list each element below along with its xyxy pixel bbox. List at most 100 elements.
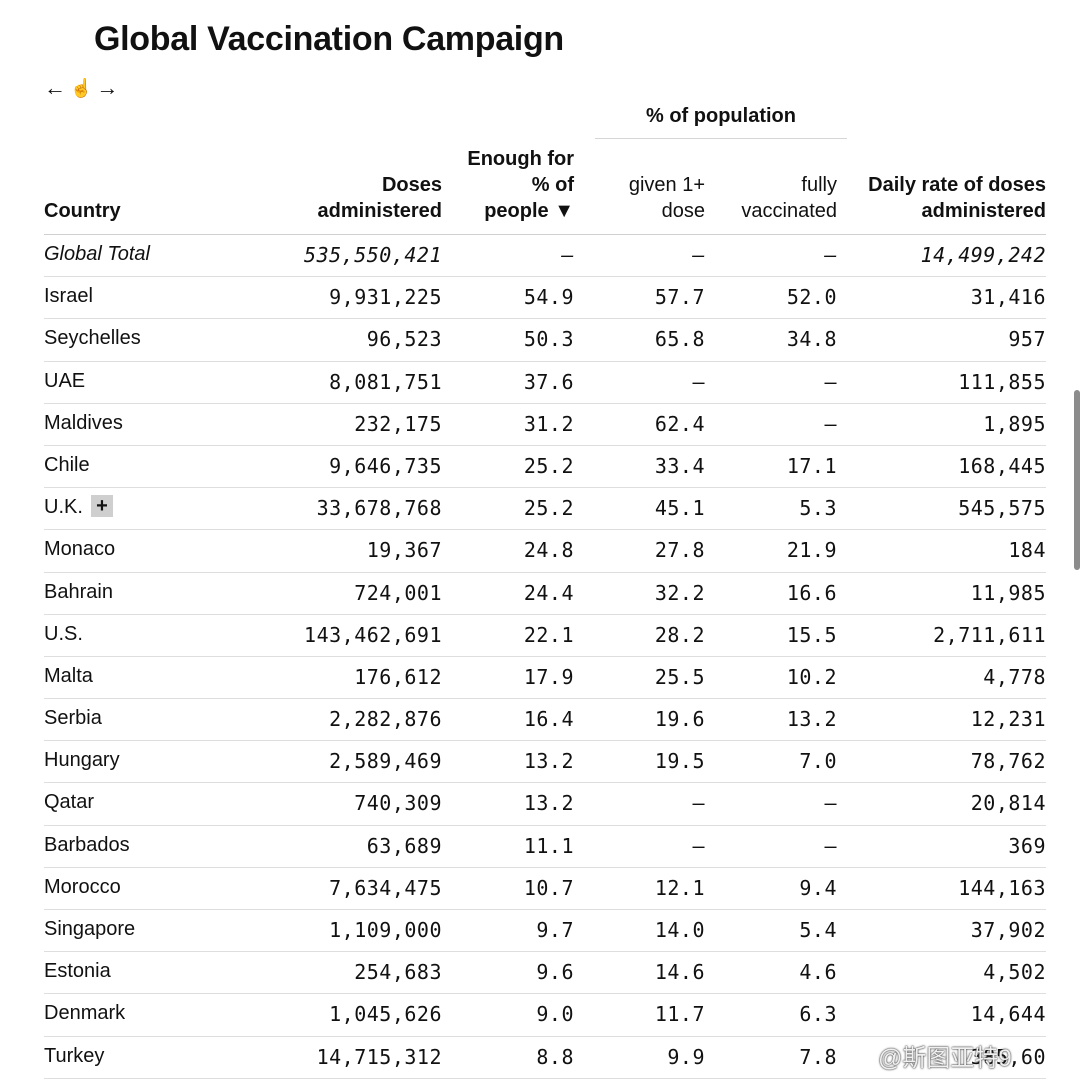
cell-enough-for-percent-text: – — [561, 243, 574, 267]
cell-enough-for-percent-text: 13.2 — [523, 749, 574, 774]
header-doses-administered[interactable]: Doses administered — [250, 140, 442, 234]
header-enough-line1: Enough for — [467, 148, 574, 170]
cell-fully-vaccinated-text: – — [824, 243, 837, 267]
cell-given-one-dose: 19.6 — [595, 699, 705, 739]
cell-enough-for-percent-text: 9.7 — [536, 918, 574, 942]
cell-fully-vaccinated: 10.2 — [715, 657, 837, 697]
cell-enough-for-percent: 50.3 — [452, 319, 574, 359]
cell-enough-for-percent-text: 16.4 — [523, 707, 574, 732]
cell-fully-vaccinated: 7.0 — [715, 741, 837, 781]
cell-daily-rate-text: 168,445 — [958, 453, 1046, 478]
cell-country-text: Singapore — [44, 918, 136, 940]
cell-fully-vaccinated: 52.0 — [715, 277, 837, 317]
header-given-one-dose[interactable]: given 1+ dose — [595, 140, 705, 234]
cell-fully-vaccinated: 17.1 — [715, 446, 837, 486]
cell-given-one-dose-text: – — [692, 833, 705, 858]
table-row: Qatar 740,309 13.2 – – 20,814 — [44, 783, 1046, 826]
cell-country-text: Chile — [44, 453, 90, 476]
cell-enough-for-percent: 13.2 — [452, 783, 574, 823]
cell-country-text: Global Total — [44, 243, 150, 265]
arrow-right-icon[interactable]: → — [96, 75, 119, 100]
cell-country: UAE — [44, 362, 244, 402]
cell-daily-rate: 111,855 — [850, 362, 1046, 402]
cell-daily-rate: 4,778 — [850, 657, 1046, 697]
cell-country-text: U.K. — [44, 496, 83, 519]
cell-given-one-dose: 27.8 — [595, 530, 705, 570]
cell-fully-vaccinated-text: 9.4 — [799, 875, 837, 900]
cell-daily-rate-text: 184 — [1008, 538, 1046, 563]
cell-enough-for-percent: 31.2 — [452, 404, 574, 444]
vertical-scrollbar[interactable] — [1074, 390, 1080, 570]
header-doses-line2: administered — [317, 200, 442, 222]
cell-country-text: UAE — [44, 369, 86, 392]
header-enough-for-percent[interactable]: Enough for % of people ▼ — [452, 140, 574, 234]
cell-daily-rate-text: 385,60 — [970, 1044, 1046, 1069]
cell-country-text: Bahrain — [44, 580, 113, 603]
table-row: Morocco 7,634,475 10.7 12.1 9.4 144,163 — [44, 868, 1046, 910]
cell-fully-vaccinated: – — [715, 362, 837, 402]
cell-doses-administered-text: 724,001 — [354, 580, 442, 605]
cell-given-one-dose: 25.5 — [595, 657, 705, 697]
cell-enough-for-percent: 8.8 — [452, 1037, 574, 1077]
cell-country: Qatar — [44, 783, 244, 823]
table-row-global-total: Global Total 535,550,421 – – – 14,499,242 — [44, 235, 1046, 278]
cell-daily-rate-text: 369 — [1008, 833, 1046, 858]
cell-enough-for-percent: 16.4 — [452, 699, 574, 739]
cell-daily-rate: 20,814 — [850, 783, 1046, 823]
cell-country: Singapore — [44, 910, 244, 950]
cell-given-one-dose-text: 65.8 — [654, 327, 705, 352]
cell-enough-for-percent-text: 50.3 — [523, 327, 574, 352]
cell-enough-for-percent: 17.9 — [452, 657, 574, 697]
cell-doses-administered: 9,646,735 — [250, 446, 442, 486]
cell-daily-rate-text: 14,644 — [970, 1002, 1046, 1027]
header-fully-vaccinated[interactable]: fully vaccinated — [715, 140, 837, 234]
cell-daily-rate-text: 957 — [1008, 327, 1046, 352]
cell-country: Monaco — [44, 530, 244, 570]
table-row: Seychelles 96,523 50.3 65.8 34.8 957 — [44, 319, 1046, 362]
cell-country: U.K. + — [44, 488, 244, 528]
cell-daily-rate: 11,985 — [850, 573, 1046, 613]
cell-enough-for-percent-text: 54.9 — [523, 285, 574, 310]
cell-country-text: Israel — [44, 285, 93, 308]
cell-given-one-dose: 19.5 — [595, 741, 705, 781]
scroll-hint[interactable]: ← ☝ → — [44, 74, 118, 102]
cell-country: Seychelles — [44, 319, 244, 359]
cell-enough-for-percent: – — [452, 235, 574, 275]
cell-doses-administered-text: 232,175 — [354, 411, 442, 436]
expand-plus-button[interactable]: + — [90, 494, 113, 517]
cell-given-one-dose-text: 57.7 — [654, 285, 705, 310]
cell-doses-administered-text: 2,589,469 — [329, 749, 442, 774]
cell-given-one-dose: 62.4 — [595, 404, 705, 444]
cell-doses-administered-text: 2,282,876 — [329, 707, 442, 732]
cell-enough-for-percent: 25.2 — [452, 446, 574, 486]
cell-daily-rate: 12,231 — [850, 699, 1046, 739]
cell-enough-for-percent-text: 24.4 — [523, 580, 574, 605]
cell-given-one-dose: 32.2 — [595, 573, 705, 613]
cell-enough-for-percent-text: 17.9 — [523, 664, 574, 689]
cell-daily-rate: 4,502 — [850, 952, 1046, 992]
cell-doses-administered-text: 14,715,312 — [316, 1044, 442, 1069]
cell-enough-for-percent: 24.4 — [452, 573, 574, 613]
cell-doses-administered: 740,309 — [250, 783, 442, 823]
cell-given-one-dose: 9.9 — [595, 1037, 705, 1077]
cell-fully-vaccinated-text: 5.4 — [799, 918, 837, 942]
cell-daily-rate: 385,60 — [850, 1037, 1046, 1077]
cell-enough-for-percent-text: 22.1 — [523, 622, 574, 647]
cell-daily-rate-text: 4,778 — [983, 664, 1046, 689]
cell-country-text: U.S. — [44, 622, 83, 645]
cell-doses-administered-text: 535,550,421 — [304, 243, 442, 267]
cell-fully-vaccinated-text: 34.8 — [786, 327, 837, 352]
table-row: Bahrain 724,001 24.4 32.2 16.6 11,985 — [44, 573, 1046, 615]
cell-enough-for-percent: 9.7 — [452, 910, 574, 950]
table-row: Maldives 232,175 31.2 62.4 – 1,895 — [44, 404, 1046, 446]
cell-enough-for-percent: 9.6 — [452, 952, 574, 992]
cell-daily-rate: 1,895 — [850, 404, 1046, 444]
cell-fully-vaccinated: 5.3 — [715, 488, 837, 528]
arrow-left-icon[interactable]: ← — [44, 75, 66, 100]
header-daily-rate[interactable]: Daily rate of doses administered — [850, 140, 1046, 234]
header-country[interactable]: Country — [44, 140, 244, 234]
table-row: Turkey 14,715,312 8.8 9.9 7.8 385,60 — [44, 1037, 1046, 1079]
cell-daily-rate-text: 111,855 — [958, 369, 1046, 394]
table-row: Estonia 254,683 9.6 14.6 4.6 4,502 — [44, 952, 1046, 995]
cell-given-one-dose: 14.0 — [595, 910, 705, 950]
